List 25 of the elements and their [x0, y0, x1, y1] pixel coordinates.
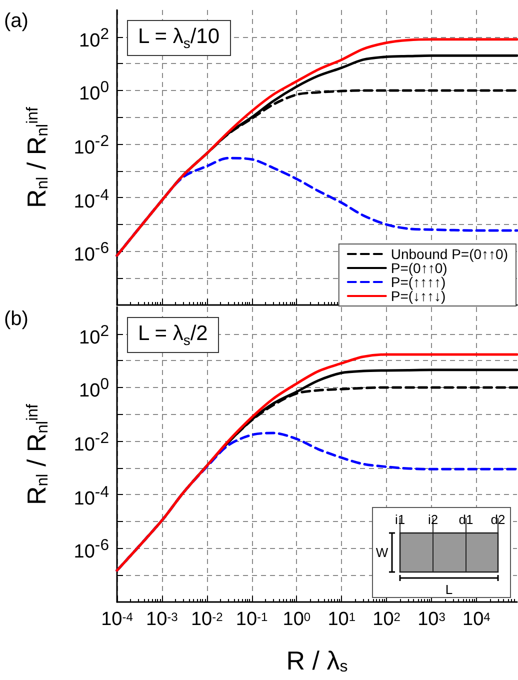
- legend-label: Unbound P=(0↑↑0): [390, 246, 508, 262]
- y-tick-label: 10$^{0}$: [79, 78, 109, 106]
- y-tick-label: 10$^{2}$: [79, 24, 109, 52]
- annotation: W: [376, 545, 389, 560]
- annotation: d2: [490, 512, 506, 527]
- y-tick-label: 10$^{-2}$: [74, 132, 109, 160]
- text: (a): [4, 10, 28, 33]
- y-tick-label: 10$^{2}$: [79, 322, 109, 350]
- annotation: L = λ$_{s}$/10: [127, 20, 231, 56]
- annotation: d1: [458, 512, 474, 527]
- y-tick-label: 10$^{-6}$: [74, 239, 109, 267]
- y-tick-label: 10$^{0}$: [79, 375, 109, 403]
- y-axis-title: Rnl / Rnlinf: [22, 106, 52, 208]
- legend-label: P=(0↑↑0): [390, 260, 448, 276]
- y-tick-label: 10$^{-6}$: [74, 536, 109, 564]
- y-axis-title: Rnl / Rnlinf: [22, 403, 52, 506]
- annotation: i1: [394, 512, 406, 527]
- annotation: L: [445, 582, 453, 597]
- y-tick-label: 10$^{-4}$: [74, 482, 109, 510]
- x-axis-title: R / λs: [286, 646, 348, 676]
- annotation: i2: [428, 512, 438, 527]
- y-tick-label: 10$^{-2}$: [74, 429, 109, 456]
- annotation: L = λ$_{s}$/2: [127, 317, 219, 354]
- y-tick-label: 10$^{-4}$: [74, 186, 109, 214]
- text: (b): [4, 308, 28, 331]
